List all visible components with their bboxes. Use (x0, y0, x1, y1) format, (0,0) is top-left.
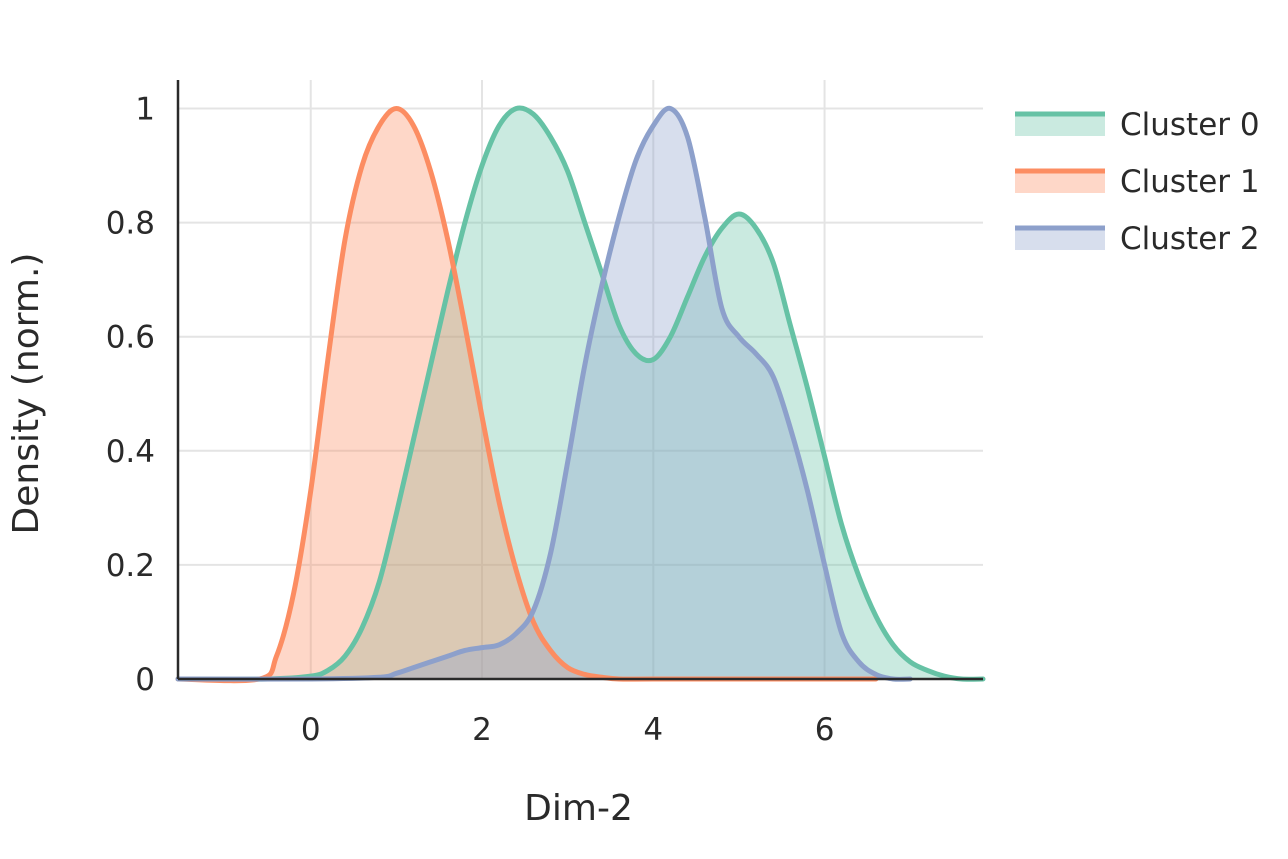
legend-label: Cluster 1 (1120, 164, 1260, 200)
legend-swatch-fill (1015, 114, 1105, 136)
tick-labels: 0 2 4 6 0 0.2 0.4 0.6 0.8 1 (106, 92, 835, 748)
grid (178, 80, 983, 679)
series-line-cluster-2 (175, 105, 913, 682)
y-tick-label: 0.6 (106, 320, 155, 356)
x-tick-label: 4 (643, 712, 663, 748)
y-tick-label: 0.8 (106, 206, 155, 242)
legend-swatch-fill (1015, 228, 1105, 250)
legend-item-cluster-1[interactable]: Cluster 1 (1015, 164, 1260, 200)
axes (176, 80, 983, 681)
legend[interactable]: Cluster 0 Cluster 1 Cluster 2 (1015, 107, 1260, 257)
series-area-cluster-1 (178, 108, 876, 681)
x-axis-title: Dim-2 (524, 788, 633, 829)
y-tick-label: 1 (135, 92, 155, 128)
legend-label: Cluster 0 (1120, 107, 1260, 143)
series-line-cluster-0 (175, 105, 986, 682)
series-area-cluster-2 (178, 108, 911, 680)
y-tick-label: 0.2 (106, 548, 155, 584)
legend-swatch-fill (1015, 171, 1105, 193)
legend-item-cluster-0[interactable]: Cluster 0 (1015, 107, 1260, 143)
y-tick-label: 0.4 (106, 434, 155, 470)
x-tick-label: 0 (301, 712, 321, 748)
y-tick-label: 0 (135, 662, 155, 698)
y-axis-title: Density (norm.) (6, 253, 47, 535)
legend-item-cluster-2[interactable]: Cluster 2 (1015, 221, 1260, 257)
x-tick-label: 2 (472, 712, 492, 748)
legend-label: Cluster 2 (1120, 221, 1260, 257)
series-layer (175, 105, 986, 684)
x-tick-label: 6 (815, 712, 835, 748)
